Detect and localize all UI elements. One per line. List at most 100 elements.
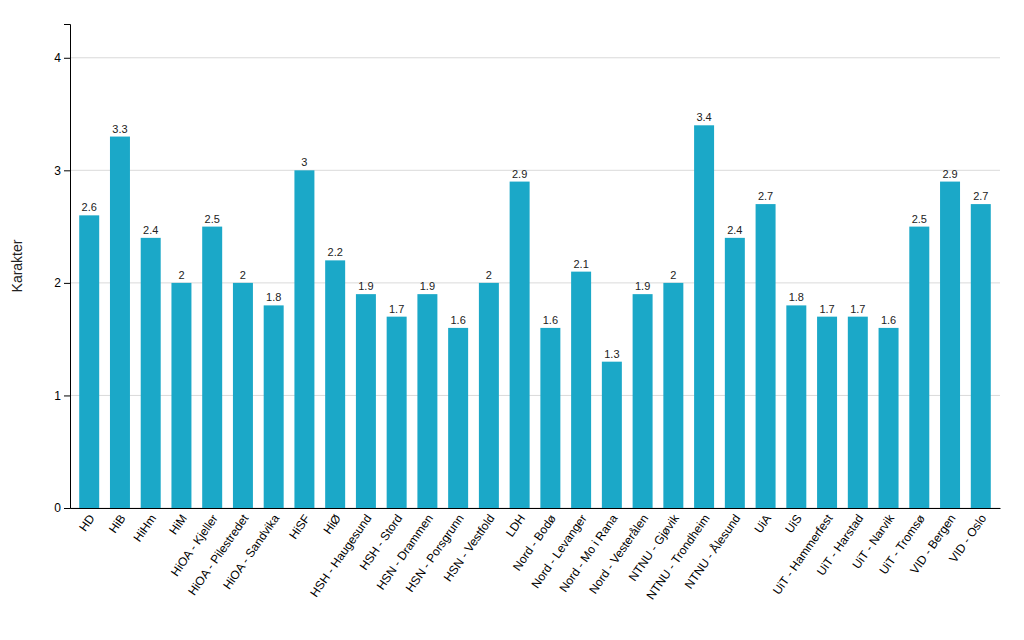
tick-label: 2 bbox=[54, 276, 61, 290]
tick-label: VID - Oslo bbox=[946, 512, 989, 566]
grid-line bbox=[70, 57, 1000, 58]
tick: HD bbox=[76, 512, 98, 535]
tick-label: LDH bbox=[503, 512, 528, 540]
tick-label: 1 bbox=[54, 389, 61, 403]
data-label: 2 bbox=[486, 269, 492, 281]
tick: HiØ bbox=[320, 512, 343, 537]
bar bbox=[756, 204, 776, 508]
data-label: 2.5 bbox=[912, 213, 927, 225]
data-label: 2.6 bbox=[82, 201, 97, 213]
tick: 0 bbox=[54, 501, 70, 515]
tick-mark bbox=[64, 508, 70, 509]
data-label: 1.3 bbox=[604, 348, 619, 360]
data-label: 2 bbox=[670, 269, 676, 281]
axis-line bbox=[71, 508, 1001, 509]
plot-area bbox=[79, 125, 991, 508]
bar bbox=[817, 317, 837, 508]
tick-label: HD bbox=[76, 512, 98, 535]
data-label: 1.9 bbox=[635, 280, 650, 292]
data-label: 2.4 bbox=[727, 224, 742, 236]
bar bbox=[602, 362, 622, 508]
data-label: 1.9 bbox=[420, 280, 435, 292]
data-label: 2.7 bbox=[973, 190, 988, 202]
tick-label: UiA bbox=[752, 512, 775, 536]
tick-mark bbox=[64, 283, 70, 284]
tick-mark bbox=[64, 58, 70, 59]
tick-label: UiS bbox=[782, 512, 805, 536]
tick: HiSF bbox=[286, 512, 313, 542]
y-axis: 0 1 2 3 4 bbox=[54, 25, 70, 516]
data-label: 2.9 bbox=[942, 168, 957, 180]
bar bbox=[694, 125, 714, 508]
tick-label: 0 bbox=[54, 501, 61, 515]
bar bbox=[79, 215, 99, 508]
tick-label: HSN - Vestfold bbox=[441, 512, 498, 584]
data-label: 1.7 bbox=[819, 303, 834, 315]
y-axis-title: Karakter bbox=[9, 239, 25, 292]
data-label: 3.3 bbox=[112, 123, 127, 135]
tick: VID - Bergen bbox=[907, 512, 958, 577]
tick: 3 bbox=[54, 164, 70, 178]
tick: HiB bbox=[106, 512, 129, 536]
bar bbox=[264, 305, 284, 508]
data-label: 1.8 bbox=[266, 291, 281, 303]
data-label: 1.6 bbox=[543, 314, 558, 326]
data-label: 2.2 bbox=[328, 246, 343, 258]
tick-mark bbox=[64, 170, 70, 171]
data-label: 3.4 bbox=[696, 111, 711, 123]
data-label: 2.9 bbox=[512, 168, 527, 180]
axis-line bbox=[64, 25, 71, 509]
data-label: 1.7 bbox=[850, 303, 865, 315]
data-label: 1.6 bbox=[881, 314, 896, 326]
data-label: 1.8 bbox=[789, 291, 804, 303]
bar bbox=[171, 283, 191, 508]
bar bbox=[110, 137, 130, 508]
bar bbox=[233, 283, 253, 508]
bar bbox=[510, 182, 530, 508]
tick-label: HiSF bbox=[286, 512, 313, 542]
tick-label: HiM bbox=[166, 512, 190, 538]
tick-label: HiØ bbox=[320, 512, 343, 537]
data-label: 2 bbox=[178, 269, 184, 281]
tick-label: 4 bbox=[54, 51, 61, 65]
data-label: 3 bbox=[301, 156, 307, 168]
tick-label: NTNU - Ålesund bbox=[681, 511, 743, 591]
bar bbox=[909, 227, 929, 508]
tick: HiOA - Sandvika bbox=[220, 512, 282, 592]
bar bbox=[294, 170, 314, 508]
data-label: 2.5 bbox=[205, 213, 220, 225]
data-label: 1.9 bbox=[358, 280, 373, 292]
bar bbox=[387, 317, 407, 508]
bar bbox=[971, 204, 991, 508]
tick-label: HiOA - Sandvika bbox=[220, 512, 282, 592]
tick: UiS bbox=[782, 512, 805, 536]
bar bbox=[479, 283, 499, 508]
bar bbox=[141, 238, 161, 508]
tick: LDH bbox=[503, 512, 528, 540]
tick: 4 bbox=[54, 51, 70, 65]
tick-label: 3 bbox=[54, 164, 61, 178]
data-label: 2.7 bbox=[758, 190, 773, 202]
tick-label: VID - Bergen bbox=[907, 512, 958, 577]
tick: 1 bbox=[54, 389, 70, 403]
data-labels: 2.6 3.3 2.4 2 2.5 2 1.8 3 2.2 1.9 1.7 1.9 1.6 2 2.9 1.6… bbox=[82, 111, 989, 359]
data-label: 1.7 bbox=[389, 303, 404, 315]
bar bbox=[448, 328, 468, 508]
x-axis: HDHiBHiHmHiMHiOA - KjellerHiOA - Pilestr… bbox=[71, 509, 1001, 603]
tick: HSN - Vestfold bbox=[441, 512, 498, 584]
tick: NTNU - Ålesund bbox=[681, 511, 743, 591]
bar bbox=[848, 317, 868, 508]
bar bbox=[786, 305, 806, 508]
bar bbox=[879, 328, 899, 508]
data-label: 2.4 bbox=[143, 224, 158, 236]
bar bbox=[725, 238, 745, 508]
tick: 2 bbox=[54, 276, 70, 290]
data-label: 2.1 bbox=[573, 258, 588, 270]
tick-mark bbox=[64, 395, 70, 396]
grid-line bbox=[70, 170, 1000, 171]
bar bbox=[540, 328, 560, 508]
bar bbox=[633, 294, 653, 508]
tick: HiM bbox=[166, 512, 190, 538]
bar bbox=[571, 272, 591, 508]
data-label: 2 bbox=[240, 269, 246, 281]
